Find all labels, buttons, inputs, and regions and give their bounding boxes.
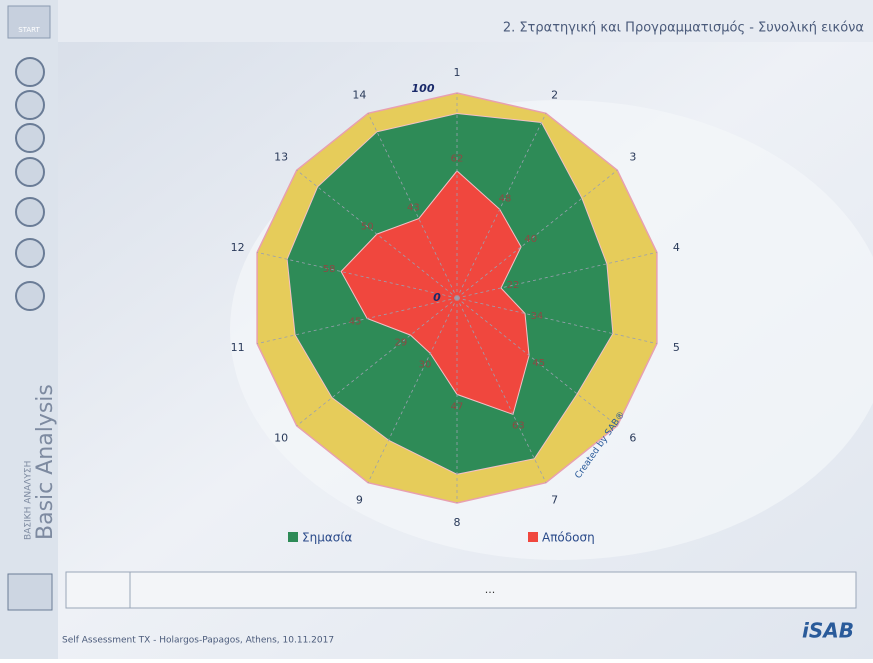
spoke	[456, 297, 547, 483]
data-label: 43	[407, 202, 420, 213]
help-button[interactable]	[7, 573, 53, 611]
nav-icon[interactable]	[15, 238, 45, 268]
axis-label: 1	[454, 66, 461, 79]
data-label: 58	[323, 264, 336, 275]
spoke	[456, 297, 618, 427]
spoke	[257, 297, 458, 345]
comment-panel	[65, 571, 857, 609]
data-label: 63	[512, 420, 525, 431]
data-label: 40	[524, 234, 537, 245]
data-label: 62	[451, 154, 464, 165]
legend-swatch	[528, 532, 538, 542]
data-label: 45	[349, 316, 362, 327]
spoke	[456, 113, 547, 299]
spoke	[296, 297, 458, 427]
r-tick-label: 100	[412, 82, 435, 95]
sidebar-title: Basic Analysis	[33, 384, 58, 540]
nav-icon[interactable]	[15, 123, 45, 153]
data-label: 50	[361, 221, 374, 232]
panel-text: ...	[485, 583, 496, 596]
r-tick-label: 0	[433, 291, 441, 304]
axis-label: 10	[274, 431, 288, 444]
axis-label: 7	[551, 494, 558, 507]
legend-label: Απόδοση	[542, 531, 595, 545]
spoke	[367, 297, 458, 483]
nav-icon[interactable]	[15, 157, 45, 187]
spoke	[456, 251, 657, 299]
axis-label: 3	[629, 151, 636, 164]
axis-label: 11	[231, 341, 245, 354]
data-label: 34	[531, 311, 544, 322]
axis-label: 13	[274, 151, 288, 164]
spoke	[367, 113, 458, 299]
header-bar	[0, 0, 873, 42]
axis-label: 12	[231, 241, 245, 254]
nav-icon[interactable]	[15, 90, 45, 120]
legend-swatch	[288, 532, 298, 542]
spoke	[456, 169, 618, 299]
axis-label: 9	[356, 494, 363, 507]
start-button[interactable]	[7, 5, 51, 39]
legend-label: Σημασία	[302, 531, 352, 545]
nav-icon[interactable]	[15, 57, 45, 87]
data-label: 22	[507, 280, 520, 291]
axis-label: 14	[352, 88, 366, 101]
axis-label: 4	[673, 241, 680, 254]
nav-icon[interactable]	[15, 197, 45, 227]
sidebar-subtitle: ΒΑΣΙΚΗ ΑΝΑΛΥΣΗ	[24, 461, 34, 540]
data-label: 47	[451, 402, 464, 413]
start-label: START	[18, 26, 40, 34]
axis-label: 2	[551, 88, 558, 101]
data-label: 29	[395, 338, 408, 349]
page-title: 2. Στρατηγική και Προγραμματισμός - Συνο…	[503, 21, 864, 36]
footer-text: Self Assessment TX - Holargos-Papagos, A…	[62, 636, 334, 646]
spoke	[257, 251, 458, 299]
logo: iSAB	[802, 619, 854, 643]
axis-label: 5	[673, 341, 680, 354]
axis-label: 8	[454, 516, 461, 529]
data-label: 30	[419, 359, 432, 370]
spoke	[296, 169, 458, 299]
data-label: 48	[499, 193, 512, 204]
axis-label: 6	[629, 431, 636, 444]
data-label: 45	[532, 358, 545, 369]
spoke	[456, 297, 657, 345]
nav-icon[interactable]	[15, 281, 45, 311]
radar-chart: 1234567891011121314624840223445634730294…	[231, 66, 680, 545]
